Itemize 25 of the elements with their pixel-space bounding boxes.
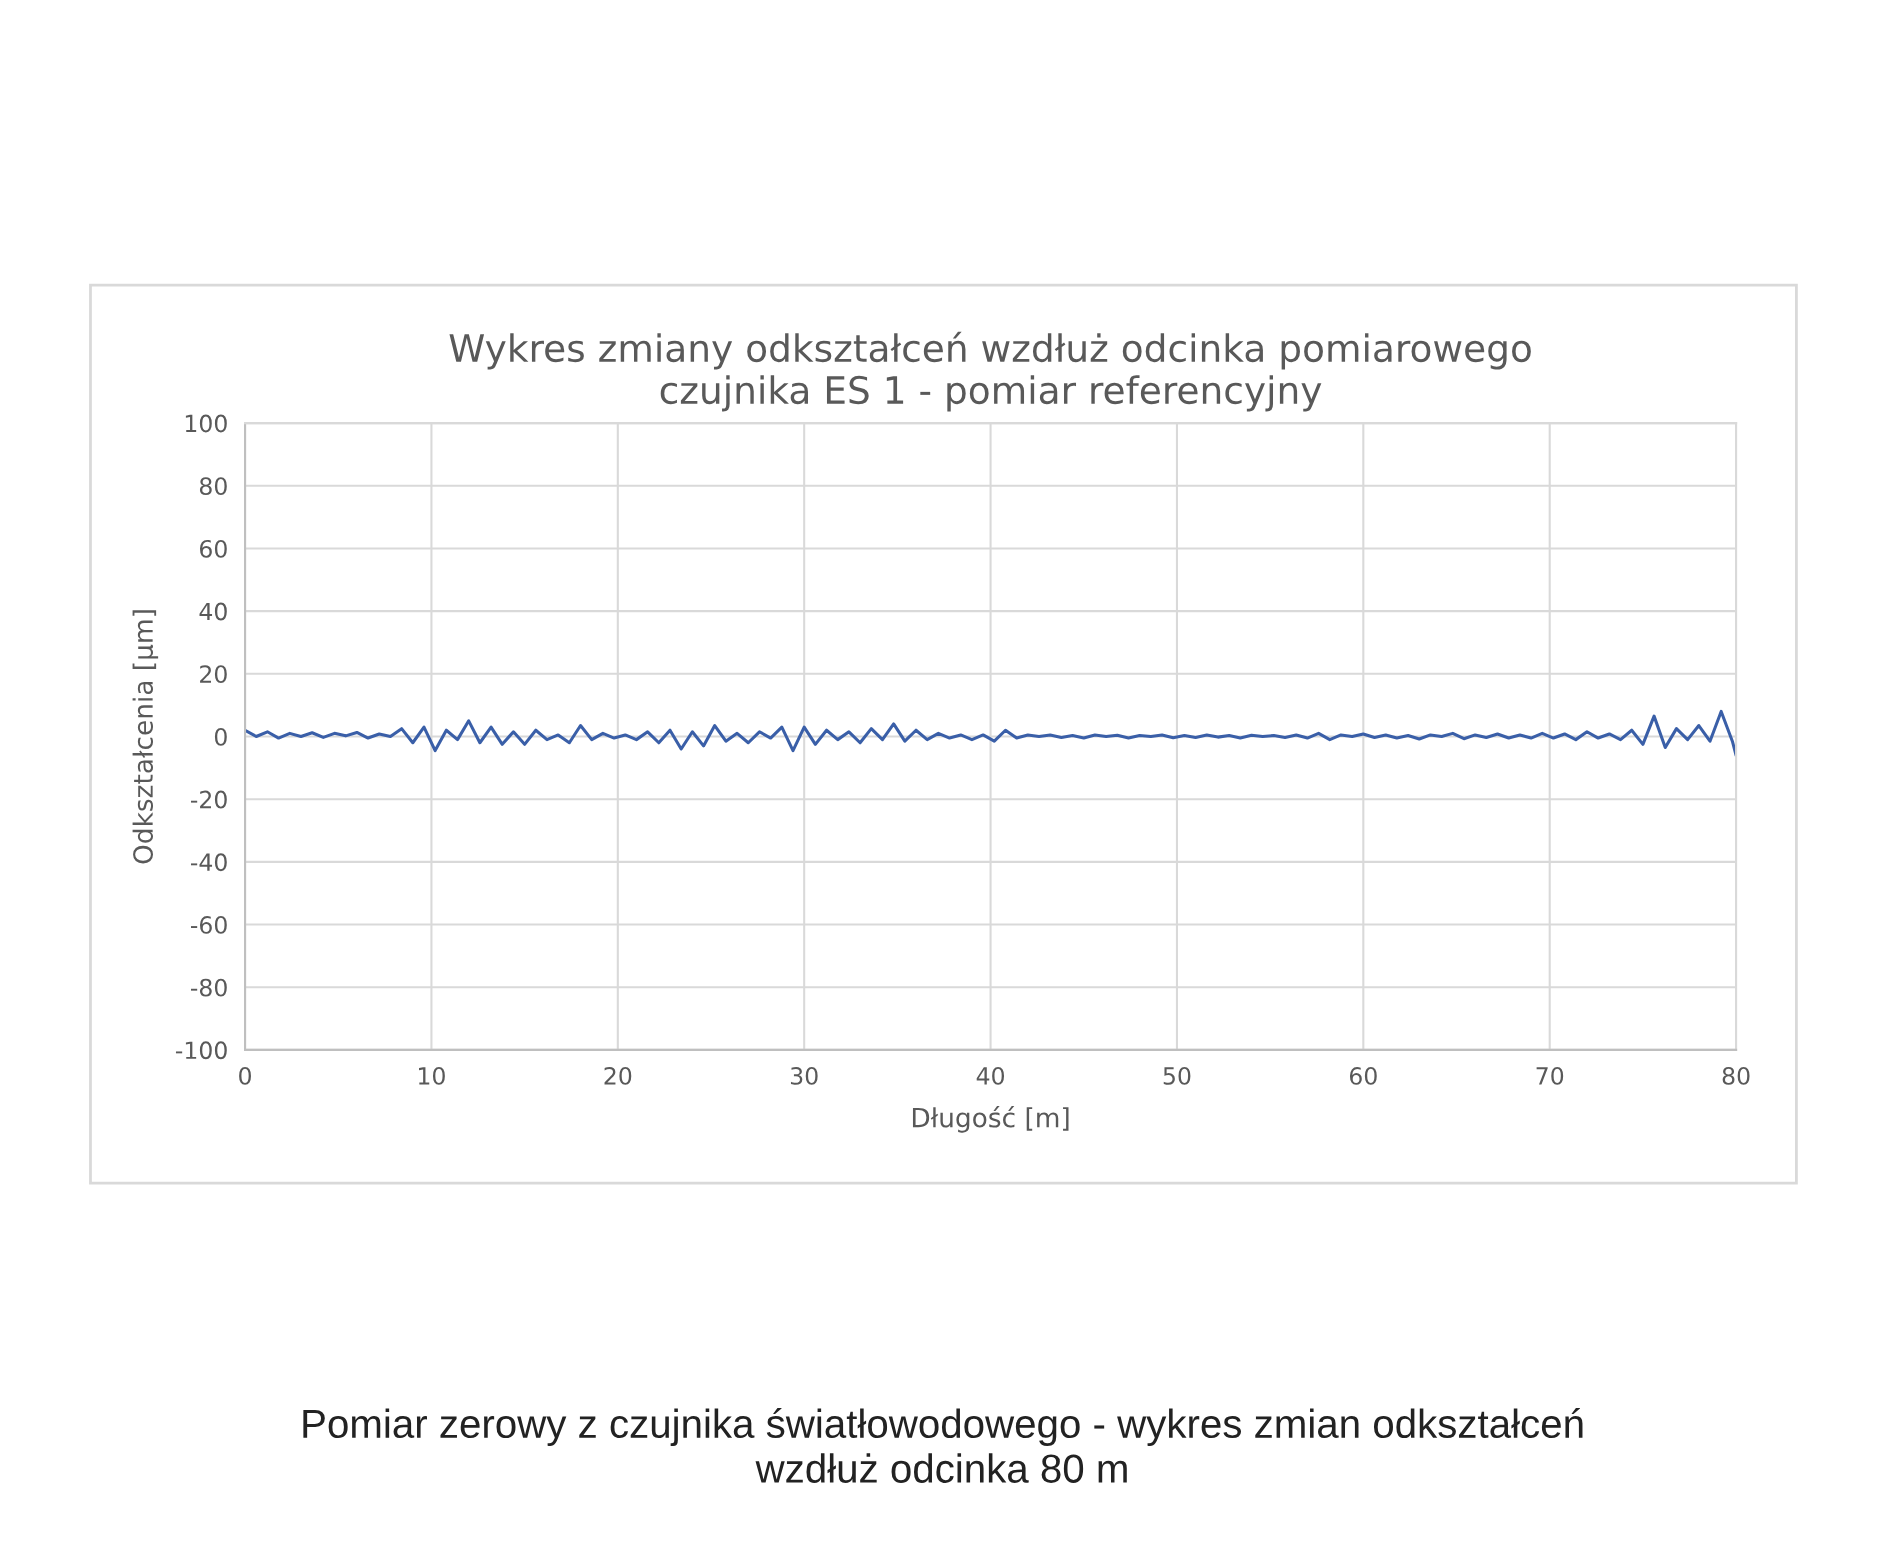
y-axis-title: Odkształcenia [µm] [132,610,159,864]
y-tick-label: -100 [175,1041,227,1060]
text: Pomiar zerowy z czujnika światłowodowego - wykres zmian odkształceń wzdłuż odcinka 80 m [303,1408,1583,1483]
y-tick-label: 0 [214,727,227,746]
x-tick-label: 80 [1722,1066,1750,1085]
y-tick-label: -20 [190,790,227,809]
x-tick-label: 50 [1163,1066,1191,1085]
y-tick-label: 60 [199,539,227,558]
x-tick-label: 20 [604,1066,632,1085]
x-tick-label: 60 [1349,1066,1377,1085]
y-tick-label: 20 [200,665,227,684]
chart-title: Wykres zmiany odkształceń wzdłuż odcinka pomiarowego czujnika ES 1 - pomiar referencyjny [449,331,1531,412]
x-tick-label: 70 [1536,1066,1564,1085]
x-axis-title: Długość [m] [912,1106,1069,1133]
x-tick-label: 10 [419,1066,445,1085]
y-tick-label: -80 [190,978,227,997]
line-series [245,709,1737,757]
y-tick-label: -40 [190,853,227,872]
y-tick-label: 100 [185,414,227,433]
x-tick-label: 40 [976,1066,1005,1085]
y-tick-label: -60 [190,915,227,934]
x-tick-label: 0 [239,1066,251,1085]
x-tick-label: 30 [790,1066,818,1085]
y-tick-label: 40 [199,602,227,621]
y-tick-label: 80 [199,477,227,496]
